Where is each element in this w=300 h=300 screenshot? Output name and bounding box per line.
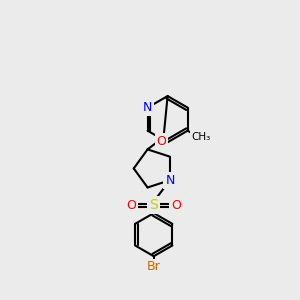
Text: O: O — [157, 135, 166, 148]
Text: N: N — [165, 174, 175, 187]
Text: O: O — [127, 199, 136, 212]
Text: S: S — [149, 198, 158, 212]
Text: CH₃: CH₃ — [191, 132, 211, 142]
Text: Br: Br — [147, 260, 160, 274]
Text: N: N — [143, 101, 152, 114]
Text: O: O — [171, 199, 181, 212]
